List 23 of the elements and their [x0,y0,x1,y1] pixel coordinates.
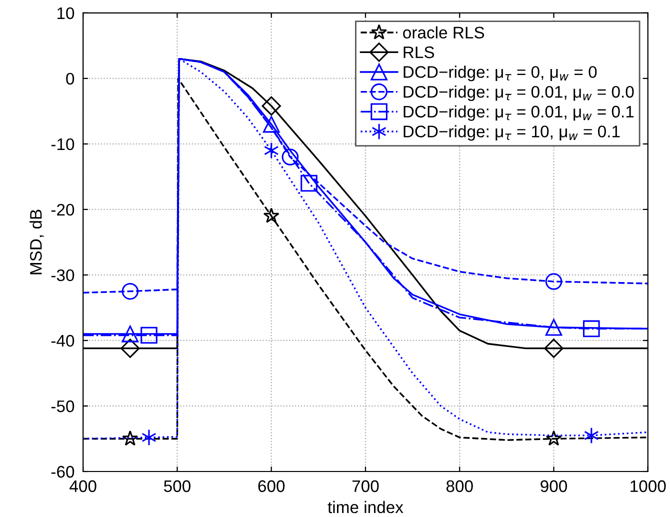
y-tick-label: -50 [51,400,74,412]
y-tick-label: -60 [51,466,74,478]
y-tick-label: -40 [51,334,74,347]
legend-label: DCD−ridge: μ$_{τ}$ = 10, μ$_{w}$ = 0.1 [404,125,620,141]
y-tick-label: 0 [66,72,74,85]
y-tick-label: 10 [57,7,74,20]
y-tick-label: -30 [51,269,74,282]
x-tick-label: 700 [352,480,379,492]
legend-label: oracle RLS [403,26,484,38]
legend-label: DCD−ridge: μ$_{τ}$ = 0.01, μ$_{w}$ = 0.0 [404,86,634,102]
x-tick-label: 800 [446,480,473,492]
y-axis-title: MSD, dB [30,210,44,274]
legend-label: RLS [404,46,434,58]
x-axis-title: time index [328,500,404,514]
y-tick-label: -20 [51,204,74,216]
x-tick-label: 1000 [630,480,666,492]
y-tick-label: -10 [51,138,74,150]
x-tick-label: 400 [70,480,96,492]
x-tick-label: 900 [540,480,568,492]
x-tick-label: 500 [164,480,190,492]
legend-label: DCD−ridge: μ$_{τ}$ = 0, μ$_{w}$ = 0 [404,66,597,82]
legend-label: DCD−ridge: μ$_{τ}$ = 0.01, μ$_{w}$ = 0.1 [404,105,634,121]
x-tick-label: 600 [258,480,285,492]
